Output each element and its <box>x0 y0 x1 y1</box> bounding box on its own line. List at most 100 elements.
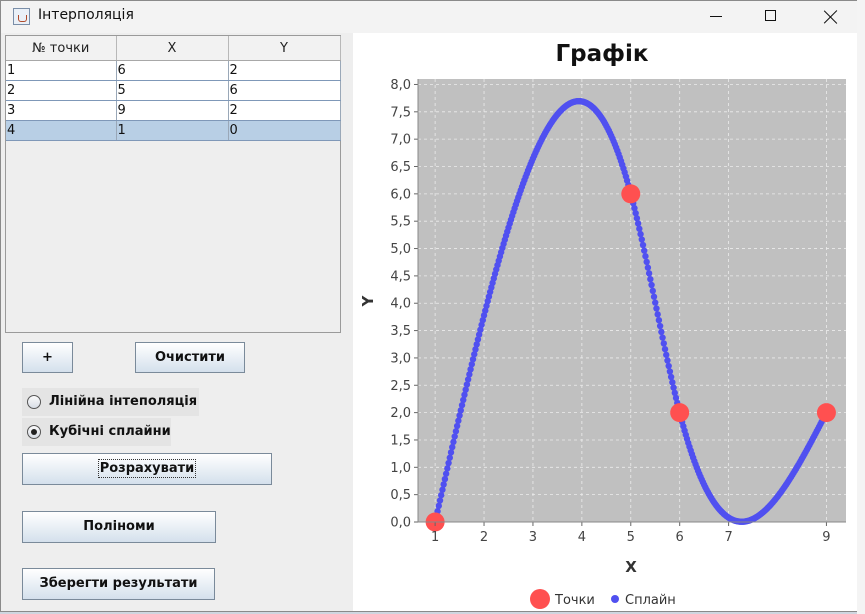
column-header-number[interactable]: № точки <box>6 36 117 61</box>
spline-dot <box>638 236 645 243</box>
maximize-button[interactable] <box>747 1 793 33</box>
table-cell-number[interactable]: 4 <box>6 120 117 141</box>
spline-dot <box>664 357 671 364</box>
table-cell-x[interactable]: 9 <box>116 100 229 121</box>
background-window-edge <box>857 0 865 614</box>
spline-dot <box>671 389 678 397</box>
spline-dot <box>658 328 665 336</box>
spline-dot <box>447 449 455 456</box>
x-axis: 1 2 3 4 5 6 7 9 <box>418 521 846 545</box>
spline-dot <box>444 465 451 472</box>
table-cell-x[interactable]: 5 <box>116 80 229 101</box>
table-cell-y[interactable]: 2 <box>228 100 341 121</box>
legend-points-marker <box>530 589 550 609</box>
minimize-icon <box>710 16 722 17</box>
spline-dot <box>440 481 447 488</box>
spline-dot <box>475 331 483 338</box>
y-tick-label: 8,0 <box>390 78 411 93</box>
spline-dot <box>467 366 474 373</box>
table-cell-number[interactable]: 1 <box>6 60 117 81</box>
close-button[interactable] <box>807 1 853 33</box>
y-tick-label: 5,0 <box>390 242 411 257</box>
table-row[interactable]: 2 5 6 <box>6 80 341 101</box>
table-cell-y[interactable]: 0 <box>228 120 341 141</box>
y-tick-label: 6,0 <box>390 187 411 202</box>
spline-dot <box>458 401 466 409</box>
spline-dot <box>472 346 479 353</box>
add-point-button[interactable]: + <box>22 342 73 373</box>
table-row[interactable]: 1 6 2 <box>6 60 341 81</box>
table-cell-y[interactable]: 6 <box>228 80 341 101</box>
legend-points-label: Точки <box>554 593 595 608</box>
x-tick-label: 4 <box>578 530 586 545</box>
table-row-selected[interactable]: 4 1 0 <box>6 120 341 141</box>
table-cell-number[interactable]: 3 <box>6 100 117 121</box>
data-point <box>816 403 836 423</box>
table-header-row: № точки X Y <box>6 36 341 61</box>
spline-dot <box>642 253 649 260</box>
y-tick-label: 1,0 <box>390 461 411 476</box>
spline-dot <box>445 459 452 467</box>
y-tick-label: 6,5 <box>390 160 411 175</box>
spline-dot <box>451 433 458 440</box>
column-header-x[interactable]: X <box>116 36 229 61</box>
data-point <box>670 403 690 423</box>
spline-dot <box>637 230 644 238</box>
column-header-y[interactable]: Y <box>228 36 341 61</box>
minimize-button[interactable] <box>693 1 739 33</box>
clear-label: Очистити <box>154 350 226 365</box>
x-tick-label: 9 <box>822 530 830 545</box>
spline-dot <box>436 497 444 504</box>
spline-dot <box>660 340 667 347</box>
spline-dot <box>652 299 659 306</box>
spline-dot <box>468 361 476 368</box>
add-point-label: + <box>42 350 53 365</box>
spline-dot <box>471 351 478 358</box>
table-cell-y[interactable]: 2 <box>228 60 341 81</box>
calculate-button[interactable]: Розрахувати <box>22 453 272 485</box>
spline-dot <box>442 470 450 477</box>
x-axis-label: X <box>625 558 637 576</box>
y-tick-label: 2,0 <box>390 406 411 421</box>
table-cell-x[interactable]: 1 <box>116 120 229 141</box>
points-table[interactable]: № точки X Y 1 6 2 2 5 6 3 9 <box>5 35 341 333</box>
y-tick-label: 0,5 <box>390 488 411 503</box>
linear-interpolation-option[interactable]: Лінійна інтеполяція <box>22 388 199 416</box>
spline-dot <box>644 264 652 271</box>
plot-area <box>418 79 846 522</box>
table-cell-x[interactable]: 6 <box>116 60 229 81</box>
x-tick-label: 1 <box>431 530 439 545</box>
spline-dot <box>649 287 656 295</box>
spline-dot <box>439 486 446 493</box>
spline-dot <box>636 225 643 232</box>
spline-dot <box>473 341 480 348</box>
y-tick-label: 3,0 <box>390 351 411 366</box>
table-row[interactable]: 3 9 2 <box>6 100 341 121</box>
spline-dot <box>645 270 653 277</box>
window-title: Інтерполяція <box>38 7 134 23</box>
clear-button[interactable]: Очистити <box>135 342 245 373</box>
table-cell-number[interactable]: 2 <box>6 80 117 101</box>
x-tick-label: 7 <box>724 530 732 545</box>
linear-radio[interactable] <box>27 395 41 409</box>
chart-legend: Точки Сплайн <box>530 589 676 609</box>
spline-dot <box>659 334 666 341</box>
spline-dot <box>478 321 485 329</box>
grid-lines <box>418 79 846 523</box>
polynomials-button[interactable]: Поліноми <box>22 511 216 543</box>
spline-dot <box>654 311 661 318</box>
save-results-button[interactable]: Зберегти результати <box>22 568 215 600</box>
y-tick-label: 7,5 <box>390 105 411 120</box>
chart-title: Графік <box>556 41 649 67</box>
spline-dot <box>441 475 449 483</box>
spline-dot <box>666 368 674 375</box>
spline-dot <box>449 443 456 451</box>
spline-dot <box>663 351 670 359</box>
spline-dot <box>477 326 484 333</box>
y-tick-label: 7,0 <box>390 133 411 148</box>
spline-dot <box>641 247 648 254</box>
cubic-radio[interactable] <box>27 425 41 439</box>
save-results-label: Зберегти результати <box>39 576 198 591</box>
cubic-splines-option[interactable]: Кубічні сплайни <box>22 418 171 446</box>
